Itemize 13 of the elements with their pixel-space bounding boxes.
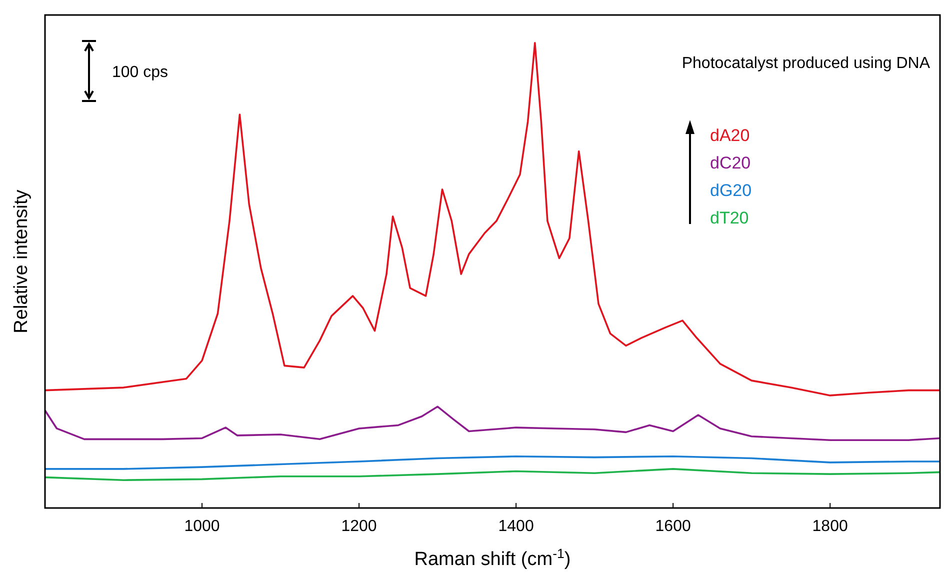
x-axis-title: Raman shift (cm$^{-1}$): [414, 546, 571, 570]
x-tick-label: 1800: [812, 518, 848, 535]
x-tick-label: 1000: [184, 518, 220, 535]
annotation: Photocatalyst produced using DNA: [682, 55, 930, 72]
x-tick-label: 1400: [498, 518, 534, 535]
y-axis-title: Relative intensity: [11, 189, 32, 334]
x-tick-label: 1200: [341, 518, 377, 535]
text: dT20: [710, 208, 749, 228]
text: dG20: [710, 181, 752, 200]
text: dA20: [710, 126, 750, 145]
text: dC20: [710, 154, 751, 172]
x-tick-label: 1600: [655, 518, 691, 535]
annotation: 100 cps: [112, 64, 168, 81]
